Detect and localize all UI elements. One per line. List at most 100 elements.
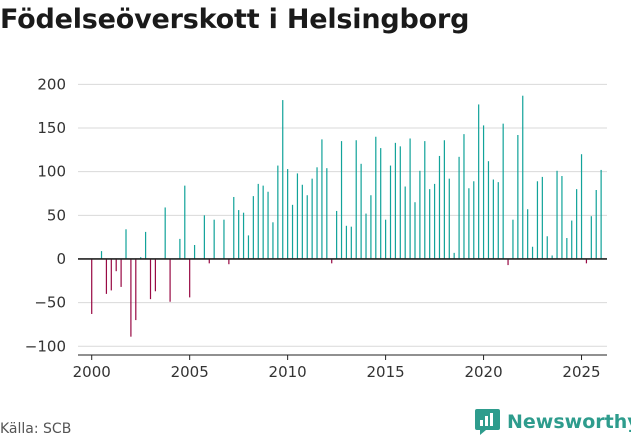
bar xyxy=(453,252,455,259)
bar xyxy=(561,176,563,259)
bar xyxy=(262,185,264,259)
bar xyxy=(115,258,117,272)
bar xyxy=(375,136,377,259)
bar xyxy=(154,258,156,292)
y-axis: −100 −50 0 50 100 150 200 xyxy=(25,75,66,355)
bar xyxy=(507,258,509,266)
bar xyxy=(120,258,122,287)
y-tick-label: −50 xyxy=(34,294,66,312)
bar xyxy=(179,238,181,259)
bar xyxy=(169,258,171,302)
bar xyxy=(233,196,235,259)
x-tick-label: 2025 xyxy=(562,363,600,381)
bar xyxy=(193,245,196,259)
bar xyxy=(512,219,514,259)
bar xyxy=(497,182,499,259)
bar xyxy=(350,226,352,259)
bar xyxy=(546,236,548,259)
bar xyxy=(164,207,166,259)
bar xyxy=(448,178,450,259)
brand-logo[interactable]: Newsworthy xyxy=(474,408,631,436)
bar xyxy=(100,251,103,259)
bar xyxy=(571,220,573,259)
x-axis: 2000 2005 2010 2015 2020 2025 xyxy=(73,354,607,381)
bar xyxy=(580,154,583,259)
bar xyxy=(296,173,299,259)
bar xyxy=(257,183,259,259)
bar xyxy=(321,139,323,259)
bar xyxy=(541,176,543,259)
bar xyxy=(336,210,338,259)
bar xyxy=(527,209,529,259)
bar xyxy=(600,169,602,259)
bar xyxy=(551,255,553,259)
y-tick-label: 200 xyxy=(37,75,66,93)
bar xyxy=(585,258,588,264)
bar xyxy=(213,219,215,259)
chart-title: Födelseöverskott i Helsingborg xyxy=(0,4,470,35)
bar xyxy=(482,125,485,259)
bar xyxy=(110,258,112,291)
bars xyxy=(91,95,602,337)
bar xyxy=(478,104,480,259)
bar xyxy=(331,258,333,264)
bar xyxy=(228,258,230,265)
bar xyxy=(355,140,357,259)
bar xyxy=(287,169,289,259)
bar xyxy=(135,258,137,321)
bar xyxy=(144,231,147,259)
bar xyxy=(409,138,411,259)
bar xyxy=(238,210,240,259)
bar-chart-speech-bubble-icon xyxy=(475,409,500,435)
bar xyxy=(184,185,186,259)
y-tick-label: 0 xyxy=(56,250,66,268)
bar xyxy=(473,181,475,259)
y-tick-label: 50 xyxy=(47,206,66,224)
bar xyxy=(105,258,108,294)
bar xyxy=(252,196,254,259)
bar xyxy=(223,219,225,259)
bar xyxy=(125,229,127,259)
bar xyxy=(443,140,445,259)
source-label: Källa: SCB xyxy=(0,421,72,437)
bar xyxy=(326,168,328,259)
bar xyxy=(291,204,294,259)
bar xyxy=(429,189,431,259)
bar xyxy=(149,258,152,300)
bar xyxy=(380,148,382,259)
y-tick-label: 150 xyxy=(37,119,66,137)
x-tick-label: 2010 xyxy=(269,363,307,381)
bar xyxy=(140,257,142,259)
bar xyxy=(189,258,191,298)
bar xyxy=(556,170,558,259)
bar xyxy=(394,142,397,259)
bar xyxy=(208,258,210,264)
bar xyxy=(316,167,318,259)
bar xyxy=(365,213,367,259)
bar xyxy=(360,163,362,259)
bar xyxy=(242,212,245,259)
bar xyxy=(590,216,592,259)
bar xyxy=(91,258,93,314)
bar xyxy=(487,161,490,259)
y-tick-label: 100 xyxy=(37,163,66,181)
brand-name: Newsworthy xyxy=(507,411,631,433)
y-tick-label: −100 xyxy=(25,337,66,355)
bar xyxy=(536,181,539,259)
bar xyxy=(419,170,421,259)
bar xyxy=(576,189,578,259)
bar xyxy=(340,141,343,259)
bar xyxy=(370,195,372,259)
bar xyxy=(458,156,460,259)
bar-chart: −100 −50 0 50 100 150 200 2000 2005 2010 2015 2020… xyxy=(25,75,607,381)
bar xyxy=(267,191,269,259)
bar xyxy=(502,123,504,259)
bar xyxy=(345,225,348,259)
grid-lines xyxy=(78,83,607,347)
bar xyxy=(433,183,436,259)
bar xyxy=(414,202,416,259)
x-tick-label: 2020 xyxy=(464,363,502,381)
bar xyxy=(399,146,401,259)
bar xyxy=(247,235,250,259)
bar xyxy=(130,258,132,337)
